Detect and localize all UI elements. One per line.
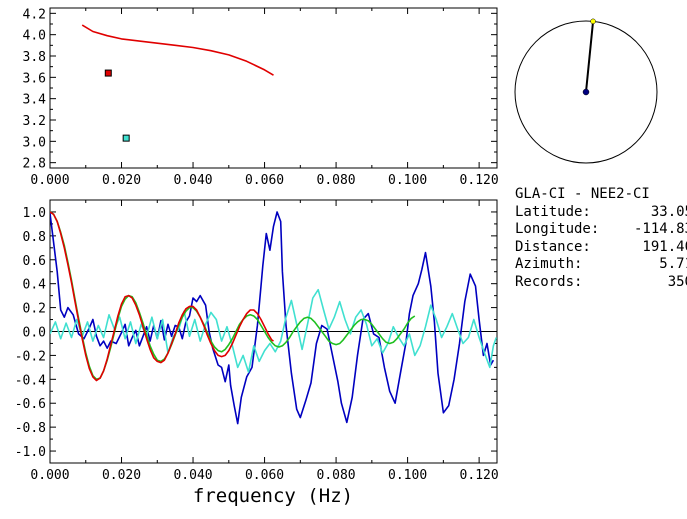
info-label: Azimuth: [515,256,583,272]
info-row-azimuth: Azimuth: 5.71 [515,256,687,274]
y-tick-label: -0.6 [15,397,46,412]
upper-panel: 0.000 0.020 0.040 0.060 0.080 0.100 0.120 2.8 3.… [23,7,499,188]
x-tick-label: 0.040 [173,468,212,483]
x-tick-label: 0.000 [30,173,69,188]
x-tick-label: 0.100 [388,173,427,188]
azimuth-compass [514,18,658,164]
y-tick-label: 0.4 [23,278,47,293]
info-value: 191.40 [642,238,687,255]
azimuth-needle [585,21,595,93]
y-tick-label: 4.0 [23,29,46,44]
info-row-latitude: Latitude: 33.05 [515,204,687,222]
x-tick-label: 0.100 [388,468,427,483]
series-line [50,211,495,425]
y-tick-label: 0.0 [23,326,46,341]
y-tick-label: 2.8 [23,157,46,172]
x-tick-label: 0.060 [245,468,284,483]
info-value: 33.05 [650,203,687,220]
series-line [50,211,416,381]
y-tick-label: 3.6 [23,71,46,86]
x-tick-label: 0.080 [317,468,356,483]
info-label: Distance: [515,238,591,255]
info-row-records: Records: 350 [515,274,687,292]
info-label: Records: [515,273,583,290]
x-axis-label: frequency (Hz) [193,485,353,507]
info-row-distance: Distance: 191.40 [515,239,687,257]
y-tick-label: 0.6 [23,254,46,269]
data-point [104,69,112,77]
x-tick-label: 0.020 [102,468,141,483]
info-label: Latitude: [515,203,591,220]
info-value: 5.71 [659,256,687,272]
y-tick-label: 3.0 [23,135,46,150]
x-tick-label: 0.120 [460,468,499,483]
station-info-panel: GLA-CI - NEE2-CI Latitude: 33.05 Longitu… [515,186,687,291]
x-tick-label: 0.060 [245,173,284,188]
y-tick-label: 3.8 [23,50,46,65]
x-tick-label: 0.080 [317,173,356,188]
y-tick-label: -1.0 [15,445,46,460]
lower-panel: 0.000 0.020 0.040 0.060 0.080 0.100 0.120 -1.0 -… [15,199,499,483]
x-tick-label: 0.040 [173,173,212,188]
x-tick-label: 0.020 [102,173,141,188]
data-point [122,134,130,142]
compass-ring [514,20,658,164]
y-tick-label: 0.8 [23,230,46,245]
x-tick-label: 0.000 [30,468,69,483]
station-center-marker [582,88,590,96]
needle-tip-marker [590,18,596,25]
y-tick-label: -0.2 [15,349,46,364]
y-tick-label: 1.0 [23,206,46,221]
series-line [50,211,274,382]
info-value: -114.83 [633,221,687,237]
y-tick-label: -0.4 [15,373,46,388]
series-line [81,24,274,76]
y-tick-label: 0.2 [23,302,46,317]
y-tick-label: 3.2 [23,114,46,129]
info-row-longitude: Longitude: -114.83 [515,221,687,239]
series-line [50,288,497,373]
info-value: 350 [667,273,687,290]
station-pair-title: GLA-CI - NEE2-CI [515,186,650,202]
info-label: Longitude: [515,221,600,237]
y-tick-label: 4.2 [23,7,46,22]
x-tick-label: 0.120 [460,173,499,188]
plot-frame [49,7,498,169]
y-tick-label: -0.8 [15,421,46,436]
y-tick-label: 3.4 [23,93,47,108]
